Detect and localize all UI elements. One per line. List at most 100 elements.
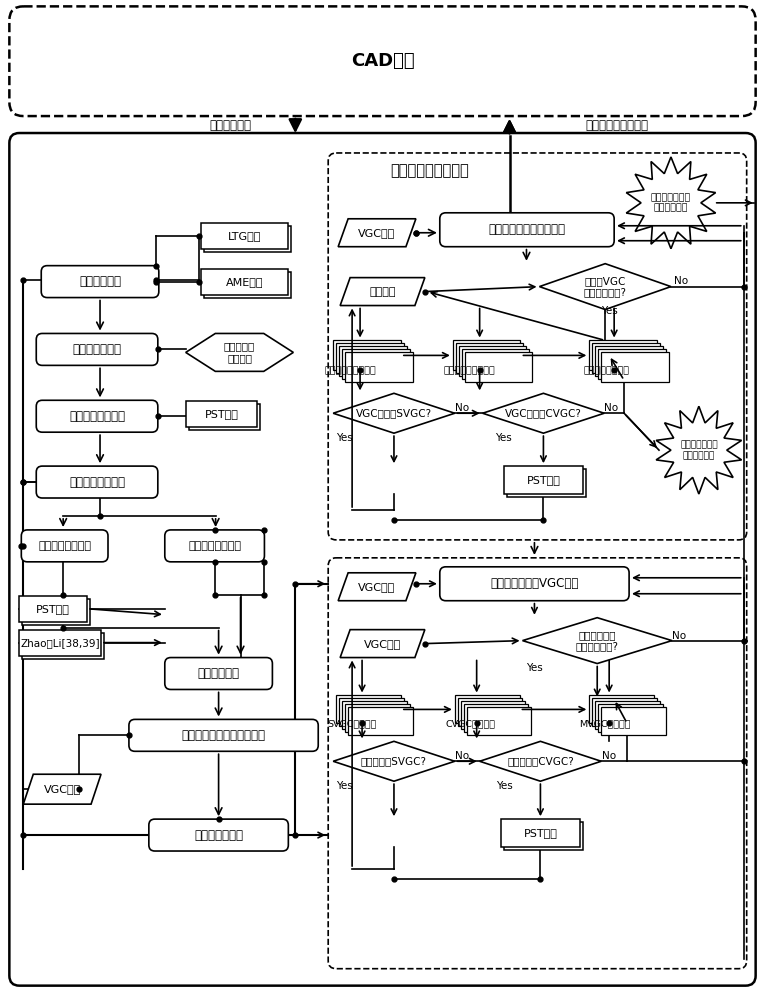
FancyBboxPatch shape <box>440 567 629 601</box>
Text: 提取装配信息: 提取装配信息 <box>79 275 121 288</box>
Text: No: No <box>454 403 469 413</box>
Bar <box>19 630 101 656</box>
Bar <box>203 226 291 252</box>
Text: 所有的VGC
是否已处理完?: 所有的VGC 是否已处理完? <box>584 276 627 297</box>
Text: PST理论: PST理论 <box>36 604 70 614</box>
Text: CVGC推理矩阵: CVGC推理矩阵 <box>446 719 496 728</box>
Text: 装配结构树
生成规则: 装配结构树 生成规则 <box>224 342 256 363</box>
Text: 约束特征是SVGC?: 约束特征是SVGC? <box>361 756 427 766</box>
Bar <box>456 343 523 373</box>
Polygon shape <box>539 264 671 310</box>
Text: 互参考公差推理矩阵: 互参考公差推理矩阵 <box>444 366 496 375</box>
Bar <box>336 343 404 373</box>
Polygon shape <box>186 333 293 371</box>
Text: 装配约束信息: 装配约束信息 <box>210 119 252 132</box>
Bar <box>453 340 520 370</box>
FancyBboxPatch shape <box>41 266 159 298</box>
FancyBboxPatch shape <box>36 333 158 365</box>
Polygon shape <box>338 219 416 247</box>
Bar <box>592 698 657 726</box>
Bar <box>598 349 666 379</box>
Polygon shape <box>334 393 454 433</box>
Bar <box>601 352 669 382</box>
Text: VGC类型是CVGC?: VGC类型是CVGC? <box>505 408 582 418</box>
Text: PST理论: PST理论 <box>526 475 560 485</box>
Text: 建立干涉关系模型: 建立干涉关系模型 <box>188 541 241 551</box>
Bar <box>457 698 522 726</box>
Text: 约束特征是CVGC?: 约束特征是CVGC? <box>507 756 574 766</box>
Text: 完全约束的公差网络: 完全约束的公差网络 <box>586 119 649 132</box>
Text: VGC类型: VGC类型 <box>364 639 401 649</box>
Bar <box>203 272 291 298</box>
Bar <box>503 822 583 850</box>
Text: 构建完全约束的公差网络: 构建完全约束的公差网络 <box>489 223 565 236</box>
Text: No: No <box>454 751 469 761</box>
FancyBboxPatch shape <box>164 530 265 562</box>
Text: AME算法: AME算法 <box>226 277 263 287</box>
Bar <box>22 633 104 659</box>
FancyBboxPatch shape <box>9 133 756 986</box>
Text: 生成装配序列: 生成装配序列 <box>197 667 239 680</box>
FancyBboxPatch shape <box>129 719 318 751</box>
Bar <box>503 466 583 494</box>
Bar <box>595 701 660 729</box>
Polygon shape <box>522 618 672 664</box>
Text: 建立装配关系模型: 建立装配关系模型 <box>69 476 125 489</box>
Polygon shape <box>627 157 715 249</box>
Text: VGC类型是SVGC?: VGC类型是SVGC? <box>356 408 432 418</box>
Text: Yes: Yes <box>601 306 617 316</box>
Polygon shape <box>480 741 601 781</box>
Text: 来自装配公差设
计模块的信息: 来自装配公差设 计模块的信息 <box>680 440 718 460</box>
Text: Yes: Yes <box>526 663 543 673</box>
Text: Yes: Yes <box>336 781 353 791</box>
Bar <box>454 695 519 723</box>
Polygon shape <box>483 393 604 433</box>
Text: No: No <box>604 403 618 413</box>
Text: 自参考公差推理矩阵: 自参考公差推理矩阵 <box>324 366 376 375</box>
Bar <box>598 704 663 732</box>
Bar <box>334 340 401 370</box>
Text: No: No <box>672 631 686 641</box>
Polygon shape <box>340 630 425 658</box>
Bar <box>467 707 532 735</box>
Polygon shape <box>340 278 425 306</box>
FancyBboxPatch shape <box>440 213 614 247</box>
Polygon shape <box>23 774 101 804</box>
Bar <box>461 701 526 729</box>
Text: Yes: Yes <box>336 433 353 443</box>
Bar <box>22 599 90 625</box>
Bar <box>589 695 654 723</box>
Bar <box>200 269 288 295</box>
FancyBboxPatch shape <box>164 658 272 689</box>
Bar <box>19 596 87 622</box>
Bar <box>189 404 260 430</box>
Polygon shape <box>338 573 416 601</box>
Polygon shape <box>334 741 454 781</box>
Text: 装配公差网络的构建: 装配公差网络的构建 <box>390 163 469 178</box>
Bar <box>506 469 586 497</box>
Bar <box>339 346 407 376</box>
Text: VGC理论: VGC理论 <box>44 784 81 794</box>
Text: LTG算法: LTG算法 <box>228 231 261 241</box>
Bar <box>342 701 407 729</box>
Bar <box>342 349 410 379</box>
Bar <box>462 349 529 379</box>
FancyBboxPatch shape <box>36 400 158 432</box>
Text: 生成装配特征链: 生成装配特征链 <box>194 829 243 842</box>
FancyBboxPatch shape <box>149 819 288 851</box>
Bar <box>464 352 532 382</box>
Text: Zhao和Li[38,39]: Zhao和Li[38,39] <box>21 638 100 648</box>
Text: 配合公差推理矩阵: 配合公差推理矩阵 <box>583 366 629 375</box>
Bar <box>601 707 666 735</box>
FancyBboxPatch shape <box>328 558 747 969</box>
Text: No: No <box>602 751 617 761</box>
Bar <box>500 819 581 847</box>
Text: No: No <box>674 276 688 286</box>
Bar <box>592 343 660 373</box>
FancyBboxPatch shape <box>21 530 108 562</box>
Text: VGC理论: VGC理论 <box>358 582 396 592</box>
Bar <box>345 352 413 382</box>
Text: 建立装配结构树: 建立装配结构树 <box>73 343 122 356</box>
Text: 构建完全约束的VGC网络: 构建完全约束的VGC网络 <box>490 577 578 590</box>
Bar <box>200 223 288 249</box>
